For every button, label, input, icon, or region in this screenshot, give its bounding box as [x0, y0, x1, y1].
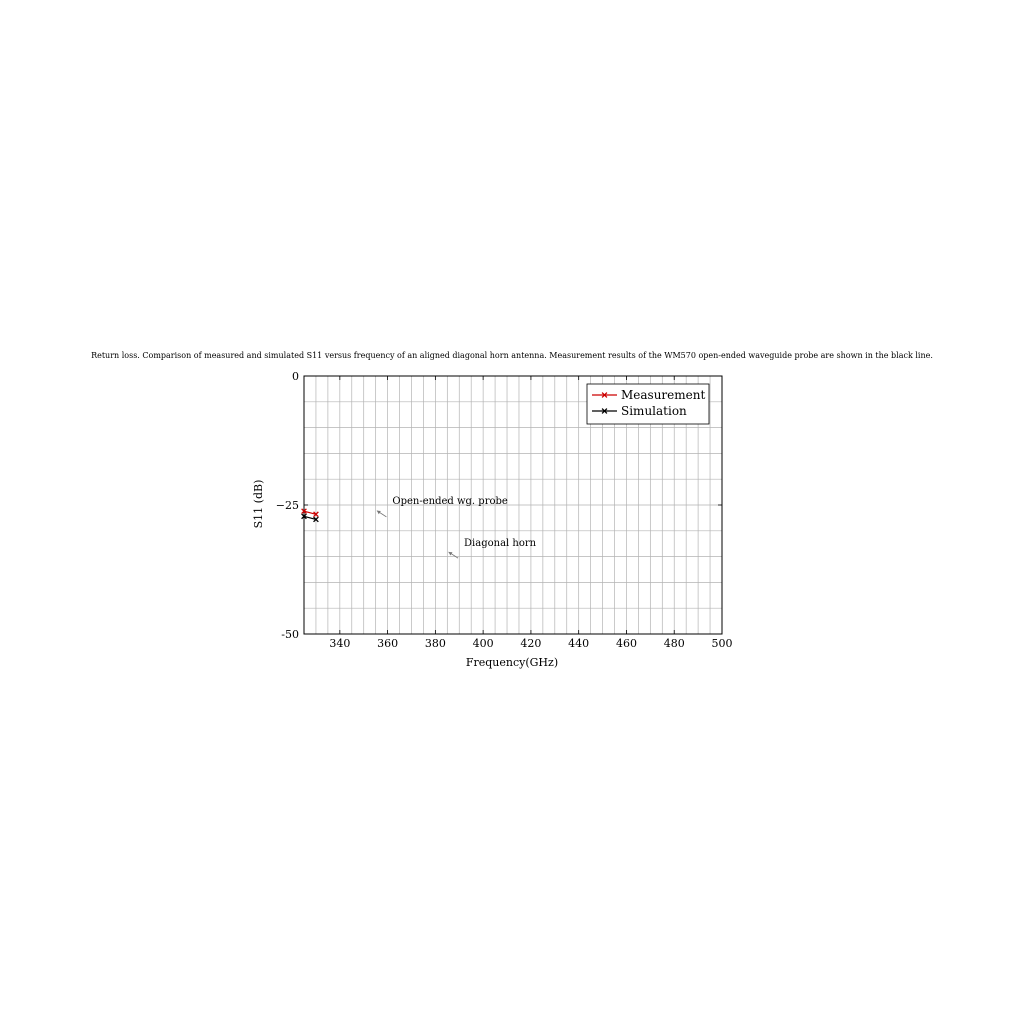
annotation-arrowhead	[448, 551, 453, 556]
y-tick-label: -50	[281, 628, 299, 641]
annotation-arrowhead	[376, 510, 381, 515]
marker-stroke	[601, 392, 608, 398]
data-point-measurement	[301, 508, 307, 515]
data-point-simulation	[313, 516, 319, 523]
series-line-measurement	[303, 510, 317, 515]
x-tick-label: 340	[329, 637, 350, 650]
legend-marker-measurement	[601, 392, 608, 398]
grid	[304, 376, 722, 634]
x-tick-label: 400	[473, 637, 494, 650]
annotation-label: Open-ended wg. probe	[392, 496, 508, 507]
legend-marker-simulation	[601, 408, 608, 414]
marker-stroke	[313, 516, 319, 523]
marker-stroke	[601, 408, 608, 414]
chart-title: Return loss. Comparison of measured and …	[91, 351, 933, 360]
x-tick-label: 380	[425, 637, 446, 650]
x-axis-label: Frequency(GHz)	[466, 656, 558, 669]
legend-label-simulation: Simulation	[621, 404, 687, 418]
marker-stroke	[301, 513, 307, 520]
x-tick-label: 500	[712, 637, 733, 650]
annotation-label: Diagonal horn	[464, 538, 537, 549]
y-axis-label: S11 (dB)	[252, 480, 265, 529]
series-layer	[301, 508, 319, 523]
legend-box	[586, 383, 710, 425]
x-tick-label: 480	[664, 637, 685, 650]
y-tick-label: −25	[276, 499, 299, 512]
legend-label-measurement: Measurement	[621, 388, 705, 402]
marker-stroke	[313, 511, 319, 518]
data-point-measurement	[313, 511, 319, 518]
x-tick-label: 420	[520, 637, 541, 650]
x-tick-label: 440	[568, 637, 589, 650]
data-point-simulation	[301, 513, 307, 520]
marker-stroke	[301, 508, 307, 515]
annotations: Open-ended wg. probe Diagonal horn	[376, 496, 537, 559]
series-line-simulation	[303, 515, 317, 521]
legend: Measurement Simulation	[586, 383, 710, 425]
x-tick-label: 460	[616, 637, 637, 650]
y-tick-label: 0	[292, 370, 299, 383]
axes: 340 360 380 400 420 440 460 480 500 0 −25 -50	[276, 370, 733, 650]
x-tick-label: 360	[377, 637, 398, 650]
